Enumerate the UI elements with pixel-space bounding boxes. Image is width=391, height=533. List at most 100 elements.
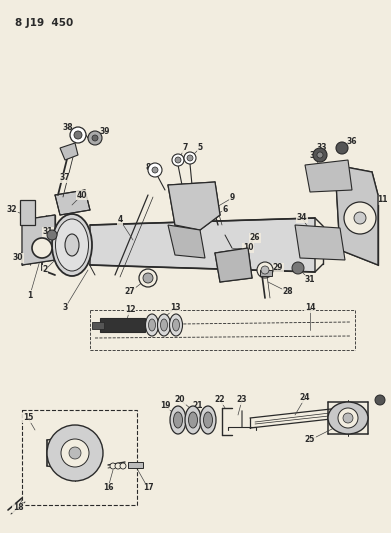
Circle shape (47, 230, 57, 240)
Bar (260, 270, 272, 276)
Ellipse shape (56, 219, 88, 271)
Circle shape (148, 163, 162, 177)
Text: 16: 16 (103, 483, 113, 492)
Text: 17: 17 (143, 483, 153, 492)
Text: 3: 3 (63, 303, 68, 312)
Text: 30: 30 (13, 254, 23, 262)
Text: 32: 32 (7, 206, 17, 214)
Polygon shape (168, 225, 205, 258)
Ellipse shape (203, 412, 212, 428)
Circle shape (61, 439, 89, 467)
Circle shape (375, 395, 385, 405)
Polygon shape (335, 165, 378, 265)
Ellipse shape (65, 234, 79, 256)
Ellipse shape (170, 314, 183, 336)
Text: 10: 10 (243, 244, 253, 253)
Ellipse shape (200, 406, 216, 434)
Ellipse shape (172, 319, 179, 331)
Text: 36: 36 (347, 138, 357, 147)
Circle shape (313, 148, 327, 162)
Text: 1: 1 (27, 290, 32, 300)
Circle shape (74, 131, 82, 139)
Text: 20: 20 (175, 395, 185, 405)
Text: 26: 26 (250, 233, 260, 243)
Circle shape (139, 269, 157, 287)
Circle shape (187, 155, 193, 161)
Text: 8 J19  450: 8 J19 450 (15, 18, 73, 28)
Text: 9: 9 (230, 193, 235, 203)
Bar (100, 318, 145, 332)
Text: 18: 18 (13, 504, 23, 513)
Text: 25: 25 (305, 435, 315, 445)
Text: 23: 23 (237, 395, 247, 405)
Text: 37: 37 (60, 174, 70, 182)
Ellipse shape (328, 402, 368, 434)
Text: 28: 28 (283, 287, 293, 296)
Polygon shape (22, 215, 55, 265)
Polygon shape (215, 248, 252, 282)
Bar (22, 410, 137, 505)
Text: 4: 4 (117, 215, 123, 224)
Ellipse shape (170, 406, 186, 434)
Bar (92, 322, 104, 329)
Circle shape (152, 167, 158, 173)
Text: 27: 27 (125, 287, 135, 296)
Circle shape (69, 447, 81, 459)
Circle shape (175, 157, 181, 163)
Circle shape (172, 154, 184, 166)
Circle shape (92, 135, 98, 141)
Polygon shape (90, 218, 315, 272)
Text: 15: 15 (23, 414, 33, 423)
Circle shape (184, 152, 196, 164)
Ellipse shape (158, 314, 170, 336)
Text: 14: 14 (305, 303, 315, 312)
Ellipse shape (185, 406, 201, 434)
Ellipse shape (160, 319, 167, 331)
Circle shape (354, 212, 366, 224)
Circle shape (338, 408, 358, 428)
Circle shape (292, 262, 304, 274)
Polygon shape (168, 182, 220, 230)
Circle shape (317, 152, 323, 158)
Text: 40: 40 (77, 190, 87, 199)
Circle shape (261, 266, 269, 274)
Text: 8: 8 (145, 164, 151, 173)
Circle shape (110, 463, 116, 469)
Text: 21: 21 (193, 400, 203, 409)
Polygon shape (60, 143, 78, 160)
Circle shape (344, 202, 376, 234)
Text: 33: 33 (317, 143, 327, 152)
Ellipse shape (188, 412, 197, 428)
Polygon shape (295, 225, 345, 260)
Circle shape (70, 127, 86, 143)
Bar (128, 462, 143, 468)
Text: 22: 22 (215, 395, 225, 405)
Ellipse shape (145, 314, 158, 336)
Text: 29: 29 (273, 263, 283, 272)
Text: 7: 7 (182, 143, 188, 152)
Polygon shape (20, 200, 35, 225)
Circle shape (32, 238, 52, 258)
Text: 13: 13 (170, 303, 180, 312)
Polygon shape (55, 190, 90, 215)
Circle shape (88, 131, 102, 145)
Text: 31: 31 (43, 228, 53, 237)
Ellipse shape (52, 214, 92, 276)
Ellipse shape (174, 412, 183, 428)
Text: 5: 5 (197, 143, 203, 152)
Text: 19: 19 (160, 400, 170, 409)
Circle shape (120, 463, 126, 469)
Circle shape (143, 273, 153, 283)
Text: 2: 2 (42, 265, 48, 274)
Text: 6: 6 (222, 206, 228, 214)
Text: 38: 38 (63, 124, 74, 133)
Circle shape (47, 425, 103, 481)
Text: 31: 31 (305, 276, 315, 285)
Text: 35: 35 (310, 150, 320, 159)
Text: 39: 39 (100, 127, 110, 136)
Circle shape (343, 413, 353, 423)
Circle shape (336, 142, 348, 154)
Text: 11: 11 (377, 196, 387, 205)
Circle shape (257, 262, 273, 278)
Polygon shape (305, 160, 352, 192)
